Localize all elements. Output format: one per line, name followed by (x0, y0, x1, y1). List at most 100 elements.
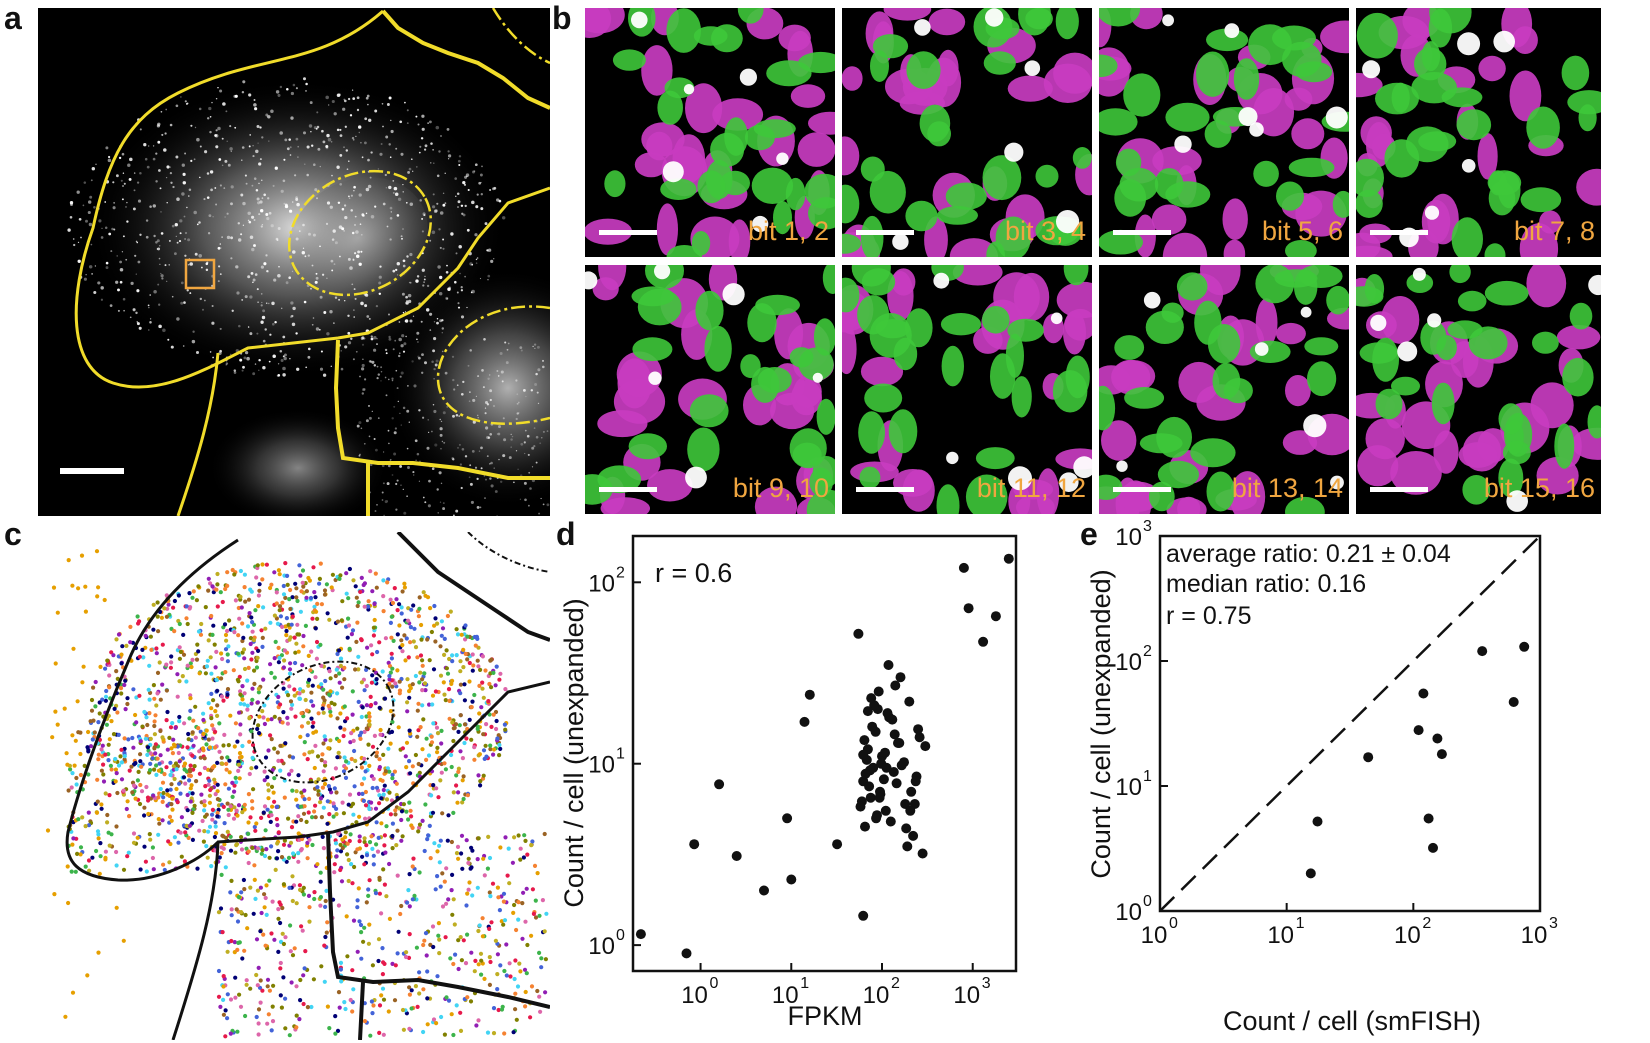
decoded-dot (428, 606, 433, 611)
speckle (183, 215, 186, 218)
decoded-dot (390, 833, 395, 839)
decoded-dot (226, 786, 231, 791)
decoded-dot (78, 751, 83, 757)
speckle (394, 427, 398, 430)
decoded-dot (287, 671, 293, 676)
decoded-dot (152, 719, 157, 724)
green-blob (936, 484, 960, 514)
magenta-blob (808, 111, 835, 135)
green-blob (905, 308, 933, 348)
speckle (206, 117, 210, 120)
decoded-dot (237, 751, 243, 756)
decoded-dot (469, 737, 474, 742)
green-blob (1194, 300, 1222, 345)
decoded-dot (377, 1003, 383, 1008)
speckle (282, 355, 285, 358)
green-blob (697, 170, 726, 204)
decoded-dot (487, 955, 492, 960)
green-blob (842, 233, 861, 254)
speckle (488, 374, 491, 376)
decoded-dot (284, 633, 289, 638)
decoded-dot (267, 878, 272, 883)
decoded-dot (359, 956, 364, 961)
speckle (258, 162, 262, 166)
decoded-dot (259, 815, 264, 820)
speckle (263, 193, 266, 197)
speckle (251, 215, 255, 219)
decoded-dot (414, 945, 419, 950)
decoded-dot (367, 718, 372, 724)
speckle (312, 233, 316, 237)
speckle (340, 350, 342, 352)
decoded-dot (138, 782, 143, 788)
decoded-dot (347, 792, 353, 797)
speckle (354, 224, 356, 226)
decoded-dot (325, 821, 330, 826)
decoded-dot (85, 745, 90, 750)
green-blob (1359, 342, 1398, 364)
speckle (485, 401, 488, 404)
speckle (334, 241, 338, 245)
decoded-dot (104, 722, 109, 727)
data-point (804, 689, 815, 700)
decoded-dot (131, 840, 137, 845)
magenta-blob (585, 8, 625, 34)
decoded-dot (190, 730, 195, 735)
decoded-dot (323, 904, 328, 909)
speckle (329, 310, 333, 314)
decoded-dot (297, 691, 302, 696)
decoded-dot (206, 701, 211, 706)
decoded-dot (216, 994, 222, 999)
speckle (98, 219, 102, 223)
decoded-dot (164, 718, 169, 723)
decoded-dot (401, 1027, 406, 1032)
data-point (905, 805, 916, 816)
decoded-dot (261, 715, 266, 720)
speckle (158, 324, 162, 329)
decoded-dot (503, 727, 508, 732)
decoded-dot (386, 1009, 391, 1014)
decoded-dot (348, 740, 353, 745)
decoded-dot (252, 681, 257, 686)
decoded-dot (338, 663, 343, 668)
decoded-dot (179, 815, 184, 820)
decoded-dot (215, 814, 220, 819)
speckle (305, 90, 307, 92)
decoded-dot (259, 851, 264, 856)
speckle (361, 367, 365, 371)
tile-bit-11-12: bit 11, 12 (842, 265, 1092, 514)
decoded-dot (242, 691, 247, 696)
white-overlap (1427, 313, 1442, 328)
decoded-dot (207, 793, 212, 798)
speckle (211, 321, 215, 325)
speckle (350, 194, 353, 197)
decoded-dot (83, 864, 88, 869)
speckle (237, 238, 242, 242)
decoded-dot (456, 790, 461, 795)
speckle (365, 293, 369, 297)
decoded-dot (227, 770, 232, 775)
decoded-dot (366, 599, 371, 604)
y-tick-label: 10 (1115, 774, 1142, 801)
decoded-dot (221, 698, 226, 703)
speckle (89, 195, 93, 199)
decoded-dot (240, 743, 245, 749)
speckle (338, 298, 341, 301)
decoded-dot (381, 997, 387, 1002)
speckle (170, 181, 173, 184)
cell-boundary-3 (326, 831, 550, 1040)
decoded-dot (438, 838, 443, 843)
decoded-dot (390, 776, 395, 781)
decoded-dot (312, 604, 317, 609)
speckle (371, 410, 373, 413)
annotation-r: r = 0.6 (655, 558, 732, 588)
decoded-dot (255, 700, 260, 705)
speckle (179, 232, 182, 235)
speckle (292, 83, 296, 87)
decoded-dot (287, 637, 292, 642)
decoded-dot (86, 858, 92, 863)
decoded-dot (501, 899, 506, 904)
decoded-dot (319, 602, 324, 607)
decoded-dot (302, 966, 307, 971)
speckle (526, 434, 530, 438)
